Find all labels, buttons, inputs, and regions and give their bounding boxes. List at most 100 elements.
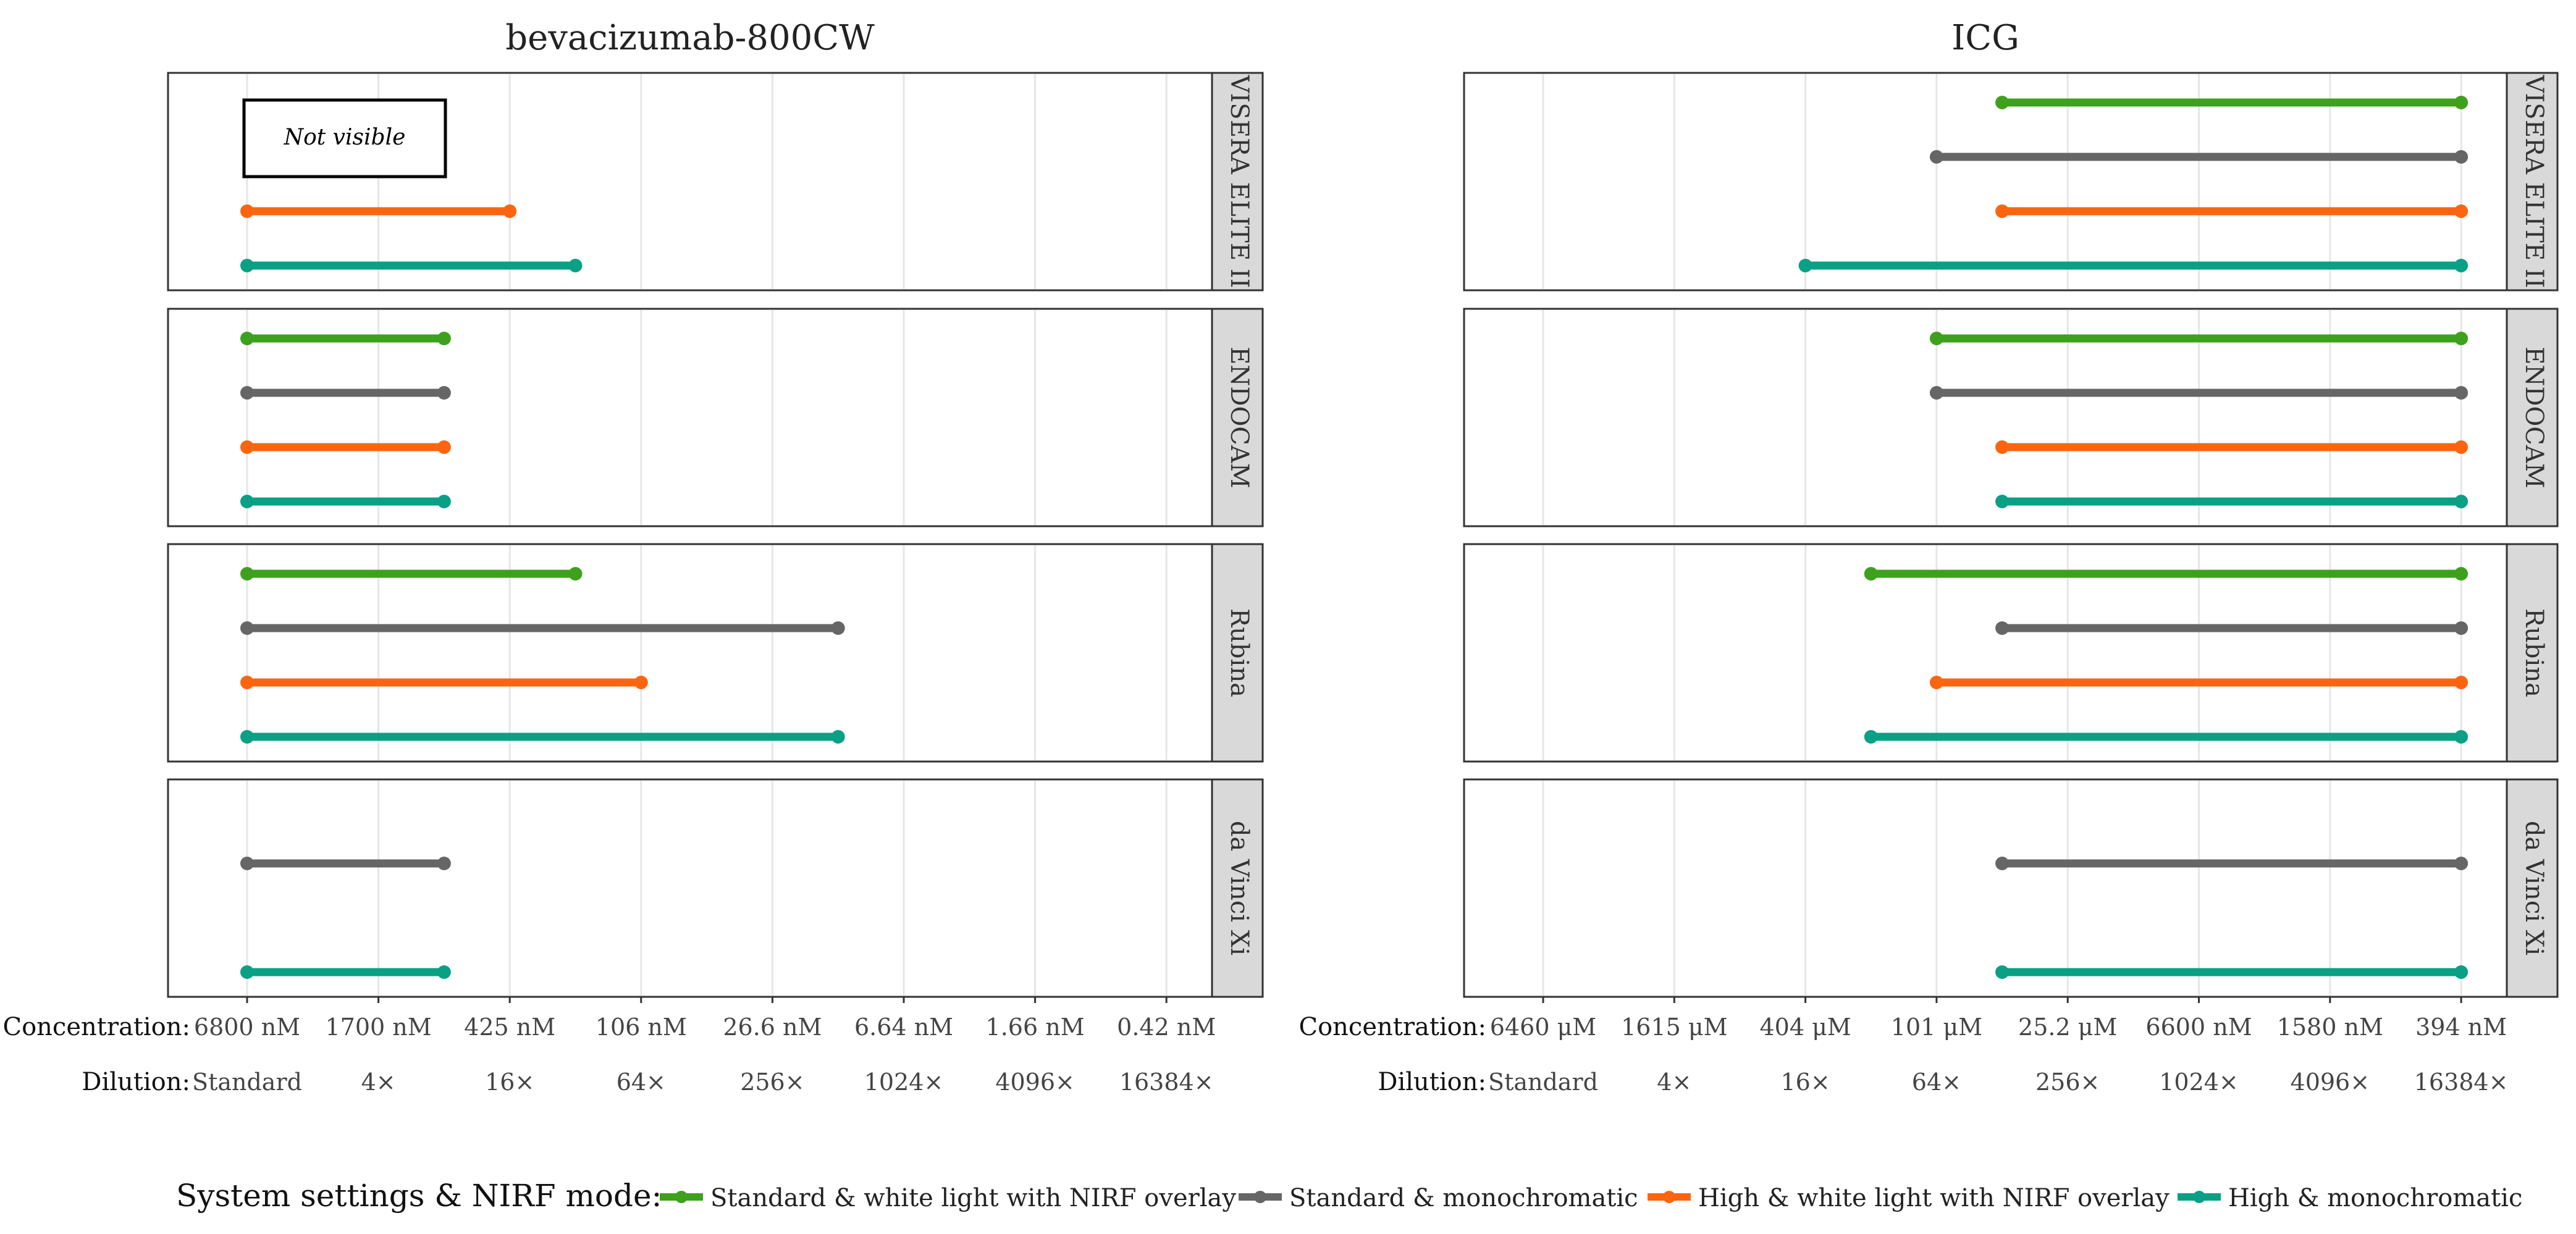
dilution-tick: 4096× [995, 1068, 1075, 1096]
concentration-tick: 1580 nM [2277, 1014, 2383, 1041]
point-end-std_mono [2454, 150, 2469, 164]
annotation-box [242, 98, 447, 178]
point-end-std_wl [2454, 96, 2469, 109]
point-end-std_wl [437, 332, 451, 345]
point-end-high_wl [2454, 440, 2469, 454]
point-end-std_mono [2454, 386, 2469, 400]
point-end-high_mono [2454, 495, 2469, 508]
concentration-tick: 101 μM [1891, 1014, 1982, 1041]
concentration-tick: 404 μM [1759, 1014, 1851, 1041]
dilution-tick: 256× [2035, 1068, 2100, 1096]
point-end-std_mono [2454, 621, 2469, 635]
dilution-tick: Standard [192, 1068, 302, 1096]
legend-dot-high_wl [1663, 1191, 1675, 1203]
point-start-high_mono [240, 965, 254, 979]
facet-panel [167, 778, 1213, 998]
concentration-tick: 6600 nM [2145, 1014, 2252, 1041]
concentration-tick: 26.6 nM [723, 1014, 822, 1041]
point-end-std_wl [2454, 332, 2469, 345]
point-end-high_mono [568, 259, 583, 272]
point-end-std_wl [568, 567, 583, 581]
concentration-tick: 425 nM [464, 1014, 555, 1041]
point-start-high_mono [240, 730, 254, 744]
concentration-row-label: Concentration: [2, 1013, 190, 1041]
dilution-tick: 1024× [864, 1068, 944, 1096]
point-end-high_wl [634, 676, 648, 689]
dilution-tick: 16× [485, 1068, 534, 1096]
facet-strip [1211, 543, 1264, 763]
point-start-std_wl [1864, 567, 1878, 581]
point-start-std_mono [1995, 857, 2010, 870]
point-start-high_wl [240, 204, 254, 218]
concentration-tick: 0.42 nM [1117, 1014, 1216, 1041]
dilution-tick: 64× [1912, 1068, 1961, 1096]
point-end-high_mono [831, 730, 845, 744]
facet-label: ENDOCAM [2520, 346, 2548, 489]
point-end-std_mono [831, 621, 845, 635]
facet-label: VISERA ELITE II [1225, 75, 1253, 288]
legend-dot-high_mono [2193, 1191, 2205, 1203]
dilution-tick: 4× [361, 1068, 396, 1096]
facet-strip [2506, 308, 2559, 527]
point-end-high_wl [2454, 676, 2469, 689]
concentration-row-label: Concentration: [1299, 1013, 1486, 1041]
point-start-std_mono [240, 621, 254, 635]
point-start-std_wl [1995, 96, 2010, 109]
point-start-high_wl [240, 440, 254, 454]
dilution-tick: 4× [1657, 1068, 1691, 1096]
point-start-std_mono [240, 857, 254, 870]
facet-panel [1463, 778, 2508, 998]
dilution-tick: 16× [1780, 1068, 1830, 1096]
facet-panel [1463, 543, 2508, 763]
facet-strip [1211, 778, 1264, 998]
point-start-high_wl [240, 676, 254, 689]
legend-dot-std_wl [675, 1191, 688, 1203]
point-end-high_mono [437, 495, 451, 508]
point-end-std_wl [2454, 567, 2469, 581]
point-end-high_mono [2454, 965, 2469, 979]
annotation-text: Not visible [284, 125, 406, 150]
panel-title-0: bevacizumab-800CW [505, 18, 875, 58]
legend-label-std_mono: Standard & monochromatic [1289, 1184, 1638, 1212]
dilution-tick: Standard [1488, 1068, 1598, 1096]
dilution-tick: 64× [617, 1068, 666, 1096]
point-start-high_mono [240, 495, 254, 508]
facet-strip [1211, 72, 1264, 292]
facet-label: VISERA ELITE II [2520, 75, 2548, 288]
facet-panel [1463, 308, 2508, 527]
point-end-high_wl [2454, 204, 2469, 218]
facet-strip [2506, 778, 2559, 998]
point-end-std_mono [437, 857, 451, 870]
dilution-tick: 16384× [1119, 1068, 1214, 1096]
point-start-high_wl [1995, 204, 2010, 218]
point-start-std_wl [1929, 332, 1943, 345]
dilution-tick: 1024× [2159, 1068, 2239, 1096]
concentration-tick: 6460 μM [1490, 1014, 1596, 1041]
point-end-high_wl [503, 204, 517, 218]
legend-dot-std_mono [1254, 1191, 1266, 1203]
point-start-std_wl [240, 332, 254, 345]
legend-label-std_wl: Standard & white light with NIRF overlay [710, 1184, 1236, 1212]
point-end-std_mono [2454, 857, 2469, 870]
point-start-high_mono [1798, 259, 1812, 272]
point-start-std_mono [240, 386, 254, 400]
concentration-tick: 1.66 nM [986, 1014, 1085, 1041]
panel-title-1: ICG [1951, 18, 2019, 58]
point-start-high_wl [1995, 440, 2010, 454]
point-end-high_mono [2454, 730, 2469, 744]
facet-strip [2506, 72, 2559, 292]
facet-strip [2506, 543, 2559, 763]
facet-label: Rubina [2520, 608, 2548, 697]
point-start-high_wl [1929, 676, 1943, 689]
point-start-std_wl [240, 567, 254, 581]
point-end-high_mono [2454, 259, 2469, 272]
concentration-tick: 1700 nM [326, 1014, 432, 1041]
facet-label: Rubina [1225, 608, 1253, 697]
point-start-high_mono [1995, 965, 2010, 979]
dilution-tick: 256× [740, 1068, 804, 1096]
facet-panel [1463, 72, 2508, 292]
facet-panel [167, 543, 1213, 763]
concentration-tick: 106 nM [596, 1014, 687, 1041]
facet-strip [1211, 308, 1264, 527]
